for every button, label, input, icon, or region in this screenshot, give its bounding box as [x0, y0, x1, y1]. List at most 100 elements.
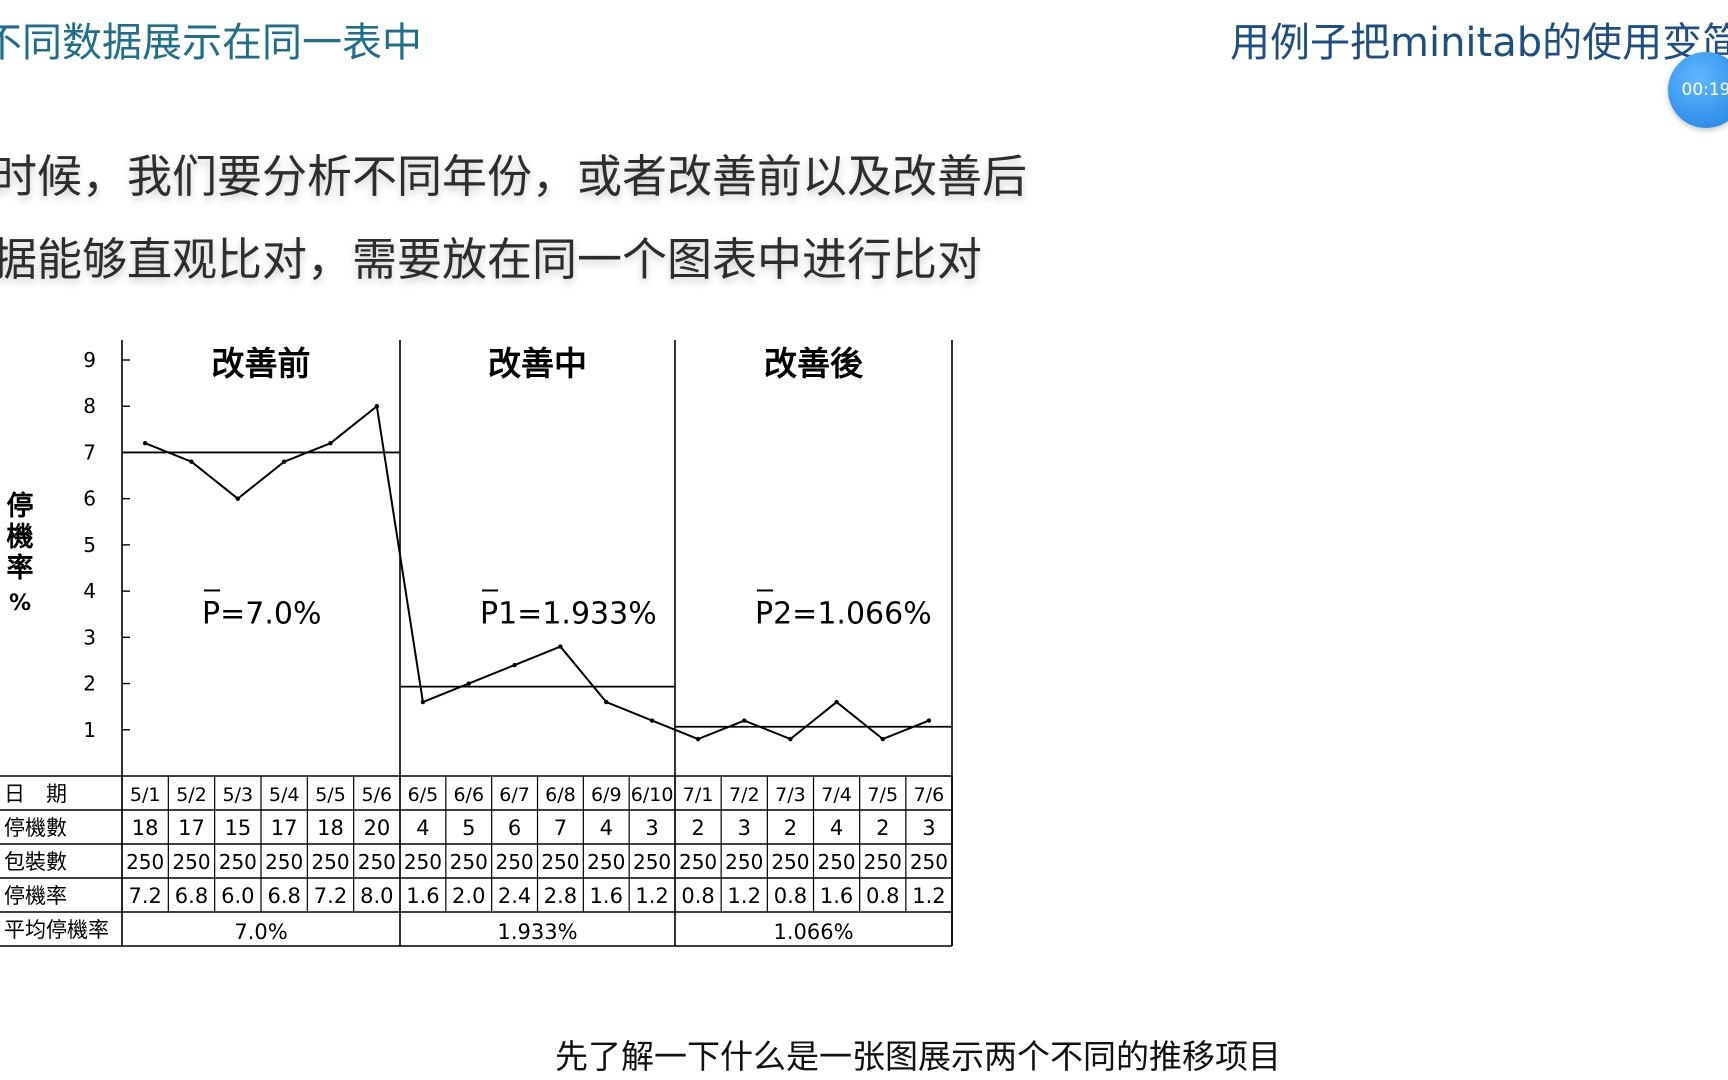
x-tick-label: 6/8 [545, 784, 576, 806]
table-cell: 250 [265, 850, 303, 874]
table-cell: 6.0 [221, 884, 254, 908]
table-row-label: 包裝數 [4, 850, 67, 874]
y-tick-label: 8 [83, 394, 96, 418]
x-tick-label: 6/6 [453, 784, 484, 806]
timer-badge[interactable]: 00:19 [1668, 52, 1728, 128]
x-tick-label: 6/5 [408, 784, 439, 806]
table-cell: 4 [830, 816, 843, 840]
data-point [834, 699, 839, 705]
data-point [788, 736, 793, 742]
table-cell: 7.2 [128, 884, 161, 908]
y-tick-label: 4 [83, 579, 96, 603]
data-point [604, 699, 609, 705]
table-avg-cell: 7.0% [234, 920, 287, 944]
table-cell: 20 [363, 816, 390, 840]
table-cell: 250 [541, 850, 579, 874]
table-cell: 4 [416, 816, 429, 840]
data-point [189, 459, 194, 464]
table-cell: 1.6 [820, 884, 853, 908]
table-row-label: 停機率 [4, 884, 67, 908]
table-cell: 1.2 [635, 884, 668, 908]
phase-connector [375, 406, 424, 703]
data-point [742, 718, 747, 723]
table-cell: 250 [172, 850, 210, 874]
x-tick-label: 7/6 [914, 784, 945, 806]
table-cell: 4 [600, 816, 613, 840]
y-tick-label: 5 [83, 533, 96, 557]
table-cell: 250 [587, 850, 625, 874]
table-cell: 2 [784, 816, 797, 840]
y-axis-label: 機 [7, 522, 34, 553]
x-tick-label: 7/5 [867, 784, 898, 806]
mean-label: P1=1.933% [480, 596, 657, 631]
data-point [281, 459, 287, 464]
x-tick-label: 5/4 [269, 784, 300, 806]
x-tick-label: 7/2 [729, 784, 760, 806]
subtitle-caption: 先了解一下什么是一张图展示两个不同的推移项目 [555, 1037, 1281, 1076]
y-axis-label: % [9, 591, 31, 616]
table-cell: 3 [922, 816, 935, 840]
table-cell: 0.8 [774, 884, 807, 908]
table-avg-cell: 1.066% [773, 920, 853, 944]
table-cell: 250 [679, 850, 717, 874]
x-tick-label: 6/7 [499, 784, 530, 806]
table-cell: 5 [462, 816, 475, 840]
table-cell: 7.2 [314, 884, 347, 908]
table-cell: 250 [633, 850, 671, 874]
table-cell: 2.8 [544, 884, 577, 908]
table-row-label: 日 期 [4, 782, 67, 806]
data-point [926, 718, 932, 723]
table-cell: 6 [508, 816, 521, 840]
y-tick-label: 2 [83, 672, 96, 696]
table-row-label: 平均停機率 [4, 918, 109, 942]
table-row-label: 停機數 [4, 816, 67, 840]
table-cell: 3 [645, 816, 658, 840]
table-cell: 0.8 [866, 884, 899, 908]
table-cell: 18 [132, 816, 159, 840]
table-cell: 2.0 [452, 884, 485, 908]
y-tick-label: 9 [83, 348, 96, 372]
table-cell: 250 [358, 850, 396, 874]
data-point [142, 441, 148, 446]
data-point [328, 441, 333, 446]
x-tick-label: 7/1 [683, 784, 714, 806]
table-cell: 6.8 [267, 884, 300, 908]
table-cell: 18 [317, 816, 344, 840]
table-cell: 250 [126, 850, 164, 874]
table-cell: 17 [271, 816, 298, 840]
y-tick-label: 1 [83, 718, 96, 742]
phase-connector [651, 719, 699, 740]
table-cell: 250 [910, 850, 948, 874]
y-axis-label: 停 [7, 490, 34, 522]
table-cell: 250 [404, 850, 442, 874]
phase-title: 改善中 [488, 344, 587, 383]
x-tick-label: 5/3 [223, 784, 254, 806]
y-tick-label: 3 [83, 625, 96, 649]
table-cell: 250 [450, 850, 488, 874]
table-cell: 250 [219, 850, 257, 874]
table-cell: 1.6 [590, 884, 623, 908]
table-cell: 250 [311, 850, 349, 874]
data-point [512, 662, 517, 668]
x-tick-label: 6/9 [591, 784, 622, 806]
table-cell: 250 [864, 850, 902, 874]
description-line-2: 据能够直观比对，需要放在同一个图表中进行比对 [0, 233, 983, 286]
x-tick-label: 7/3 [775, 784, 806, 806]
series-line [144, 405, 378, 500]
series-line [422, 645, 653, 722]
table-cell: 8.0 [360, 884, 393, 908]
series-line [697, 700, 930, 741]
y-axis-label: 率 [7, 552, 34, 584]
data-point [880, 736, 885, 742]
table-cell: 2.4 [498, 884, 531, 908]
table-cell: 250 [725, 850, 763, 874]
course-title: 用例子把minitab的使用变简 [1230, 20, 1728, 66]
phase-title: 改善前 [212, 344, 311, 383]
table-cell: 250 [817, 850, 855, 874]
data-point [235, 496, 241, 501]
x-tick-label: 5/5 [315, 784, 346, 806]
x-tick-label: 7/4 [821, 784, 852, 806]
y-tick-label: 7 [83, 440, 96, 464]
table-cell: 15 [224, 816, 251, 840]
data-point [558, 644, 563, 649]
